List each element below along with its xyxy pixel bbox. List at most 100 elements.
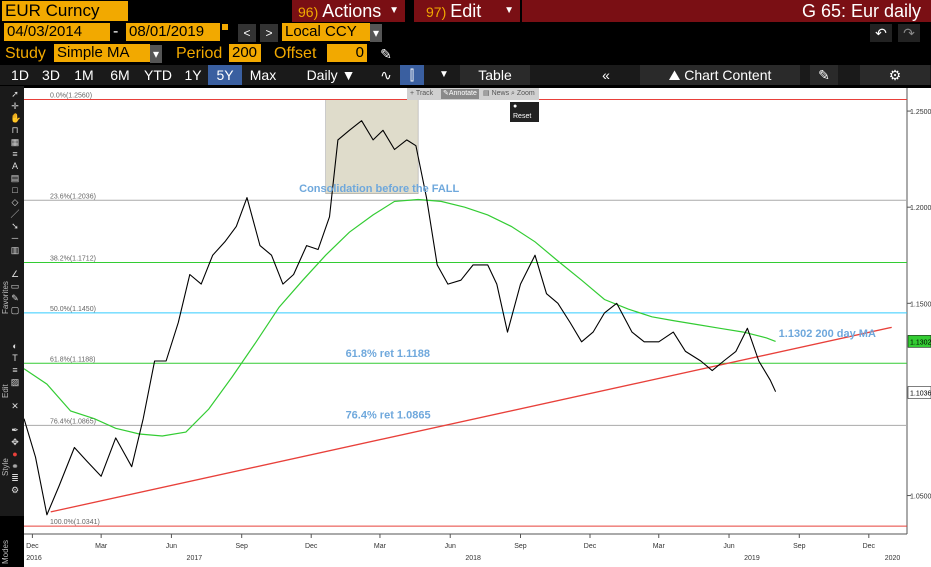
range-tab-1m[interactable]: 1M	[74, 67, 94, 83]
next-range-button[interactable]: >	[260, 24, 278, 42]
study-select[interactable]: Simple MA	[54, 44, 150, 62]
angle-icon[interactable]: ∠	[10, 269, 20, 279]
fib-icon[interactable]: ≡	[12, 149, 18, 159]
measure-icon[interactable]: ⊓	[11, 125, 19, 135]
prev-range-button[interactable]: <	[238, 24, 256, 42]
undo-icon[interactable]: ↶	[870, 24, 892, 42]
edit-tool-icon[interactable]: ✎	[11, 293, 19, 303]
hand-icon[interactable]: ✋	[10, 113, 22, 123]
arrow-tool-icon[interactable]: ➘	[11, 221, 19, 231]
x-tick-label: Dec	[863, 543, 876, 550]
edit-chart-icon[interactable]: ✎	[810, 65, 838, 85]
range-tabs-bar: 1D 3D 1M 6M YTD 1Y 5Y Max Daily ▼ ∿ ⫿ ▼ Table «…	[0, 65, 931, 85]
fill-icon[interactable]: ▨	[10, 377, 20, 387]
fib-label: 61.8%(1.1188)	[50, 356, 95, 363]
favorites-label: Favorites	[1, 281, 10, 314]
channel-icon[interactable]: ▥	[10, 245, 20, 255]
table-icon[interactable]: ▤	[10, 173, 20, 183]
annotate-button[interactable]: ✎Annotate	[441, 89, 479, 99]
x-tick-label: Sep	[235, 543, 248, 550]
zoom-button[interactable]: ⌕ Zoom	[511, 89, 535, 99]
bar-chart-icon[interactable]: ⫿	[400, 65, 424, 85]
eraser-icon[interactable]: ▢	[10, 305, 20, 315]
square-icon[interactable]: □	[12, 185, 18, 195]
chart-content-button[interactable]: ⛰ Chart Content	[640, 65, 800, 85]
rectangle-icon[interactable]: ▭	[10, 281, 20, 291]
pencil-icon[interactable]: ✎	[378, 45, 394, 63]
reset-button[interactable]: ● Reset	[510, 102, 539, 122]
series-group	[23, 120, 777, 516]
plot-area	[24, 88, 907, 534]
crosshair-icon[interactable]: ✛	[11, 101, 19, 111]
y-tick-label: 1.0500	[910, 494, 931, 501]
pencil-icon: ✎	[443, 90, 449, 97]
consolidation-box-group	[325, 99, 419, 194]
chart-annotation: Consolidation before the FALL	[299, 183, 459, 195]
layers-icon[interactable]: ≣	[11, 473, 19, 483]
actions-menu[interactable]: 96) Actions ▼	[292, 0, 405, 22]
gear-icon[interactable]: ⚙	[860, 65, 930, 85]
range-tab-3d[interactable]: 3D	[42, 67, 60, 83]
cursor-icon[interactable]: ➚	[11, 89, 19, 99]
x-tick-label: Dec	[305, 543, 318, 550]
offset-field[interactable]: 0	[327, 44, 367, 62]
start-date-field[interactable]: 04/03/2014	[4, 23, 110, 41]
frequency-select[interactable]: Daily ▼	[306, 65, 356, 85]
chevron-down-icon[interactable]: ▾	[370, 24, 382, 42]
edit-menu-number: 97)	[426, 4, 447, 20]
x-tick-label: Jun	[723, 543, 734, 550]
circle-icon[interactable]: ◇	[11, 197, 19, 207]
redo-icon[interactable]: ↷	[898, 24, 920, 42]
fib-label: 76.4%(1.0865)	[50, 418, 96, 425]
news-button[interactable]: ▤ News	[483, 89, 509, 99]
range-tab-ytd[interactable]: YTD	[144, 67, 172, 83]
fib-label: 50.0%(1.1450)	[50, 306, 96, 313]
period-label: Period	[176, 45, 223, 62]
table-button[interactable]: Table	[460, 65, 530, 85]
delete-icon[interactable]: ✕	[11, 401, 19, 411]
range-tab-5y[interactable]: 5Y	[208, 65, 242, 85]
drawing-sidebar: Favorites Edit Style Modes ➚ ✛ ✋ ⊓ ▦ ≡ A…	[0, 86, 24, 564]
price-chart[interactable]: 0.0%(1.2560) 23.6%(1.2036) 38.2%(1.1712) 50…	[0, 86, 931, 567]
range-tab-1y[interactable]: 1Y	[184, 67, 202, 83]
reset-icon: ●	[513, 103, 518, 110]
track-button[interactable]: + Track	[410, 89, 433, 99]
end-date-field[interactable]: 08/01/2019	[126, 23, 220, 41]
period-field[interactable]: 200	[229, 44, 261, 62]
price-badge	[907, 386, 931, 399]
chevron-down-icon[interactable]: ▼	[432, 65, 456, 85]
chevron-down-icon[interactable]: ▾	[150, 45, 162, 63]
line-tool-icon[interactable]: ／	[10, 209, 20, 219]
date-separator: -	[113, 23, 119, 40]
style-label: Style	[1, 458, 10, 476]
ticker-field[interactable]: EUR Curncy	[2, 1, 128, 21]
grid-icon[interactable]: ▦	[10, 137, 20, 147]
range-tab-1d[interactable]: 1D	[11, 67, 29, 83]
link-icon[interactable]: ⚭	[11, 461, 19, 471]
pen-icon[interactable]: ✒	[11, 425, 19, 435]
calendar-icon[interactable]	[222, 24, 228, 30]
range-tab-6m[interactable]: 6M	[110, 67, 130, 83]
x-year-label: 2018	[465, 555, 481, 562]
trendline-group	[50, 326, 892, 513]
range-tab-max[interactable]: Max	[249, 67, 277, 83]
x-year-label: 2017	[187, 555, 203, 562]
line-chart-icon[interactable]: ∿	[374, 65, 398, 85]
horizontal-line-icon[interactable]: ─	[11, 233, 19, 243]
collapse-icon[interactable]: «	[592, 65, 620, 85]
text-icon[interactable]: A	[11, 161, 18, 171]
ma-200-line	[23, 198, 776, 437]
record-icon[interactable]: ●	[12, 449, 18, 459]
chart-title: G 65: Eur daily	[522, 0, 931, 22]
y-axis: 1.2500 1.2000 1.1500 1.0500 1.1302 1.1036	[907, 109, 931, 501]
line-style-icon[interactable]: ≡	[12, 365, 18, 375]
font-icon[interactable]: T	[12, 353, 18, 363]
color-icon[interactable]: ◐	[12, 341, 18, 351]
move-icon[interactable]: ✥	[11, 437, 19, 447]
currency-select[interactable]: Local CCY	[282, 23, 370, 41]
reset-label: Reset	[513, 113, 532, 120]
settings-icon[interactable]: ⚙	[10, 485, 20, 495]
x-year-label: 2019	[744, 555, 760, 562]
edit-menu[interactable]: 97) Edit ▼	[414, 0, 520, 22]
chart-content-label: Chart Content	[684, 67, 772, 83]
